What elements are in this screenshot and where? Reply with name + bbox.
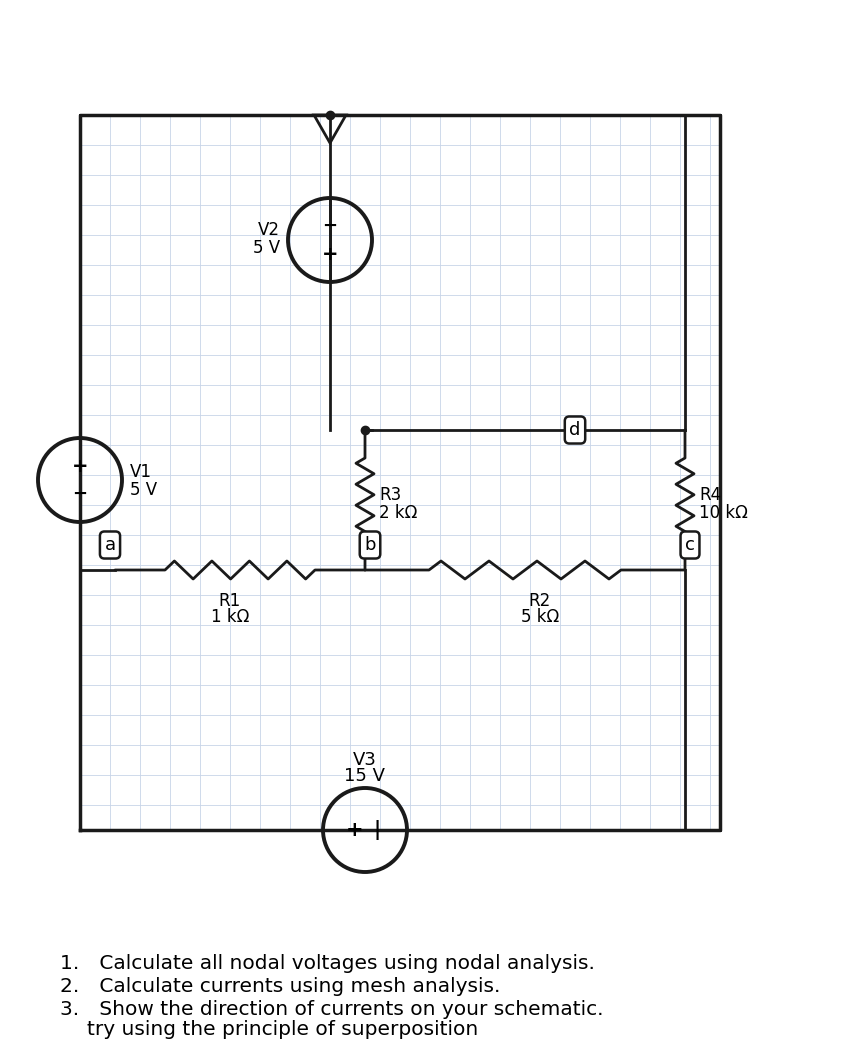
Text: 2. Calculate currents using mesh analysis.: 2. Calculate currents using mesh analysi… (60, 977, 501, 996)
Text: R3: R3 (379, 486, 401, 504)
Text: R4: R4 (699, 486, 721, 504)
Text: −: − (322, 217, 338, 235)
Text: +: + (322, 244, 339, 263)
Text: try using the principle of superposition: try using the principle of superposition (87, 1020, 478, 1039)
Text: R1: R1 (219, 592, 241, 611)
Text: V3: V3 (353, 751, 377, 769)
Text: 2 kΩ: 2 kΩ (379, 504, 417, 522)
Text: d: d (569, 421, 581, 438)
Text: 5 V: 5 V (253, 239, 280, 257)
Text: 15 V: 15 V (345, 767, 385, 785)
Text: b: b (365, 536, 376, 554)
Text: 5 kΩ: 5 kΩ (520, 608, 559, 626)
Text: 1. Calculate all nodal voltages using nodal analysis.: 1. Calculate all nodal voltages using no… (60, 954, 595, 973)
Text: 5 V: 5 V (130, 481, 157, 499)
Text: |: | (373, 820, 380, 840)
Text: −: − (73, 485, 87, 504)
Text: 1 kΩ: 1 kΩ (210, 608, 249, 626)
Text: c: c (685, 536, 695, 554)
Text: +: + (346, 820, 364, 840)
Text: V1: V1 (130, 463, 152, 481)
Text: 3. Show the direction of currents on your schematic.: 3. Show the direction of currents on you… (60, 1000, 604, 1019)
Text: R2: R2 (529, 592, 551, 611)
Text: V2: V2 (258, 221, 280, 239)
Text: a: a (105, 536, 115, 554)
Text: +: + (72, 456, 88, 475)
Text: 10 kΩ: 10 kΩ (699, 504, 748, 522)
